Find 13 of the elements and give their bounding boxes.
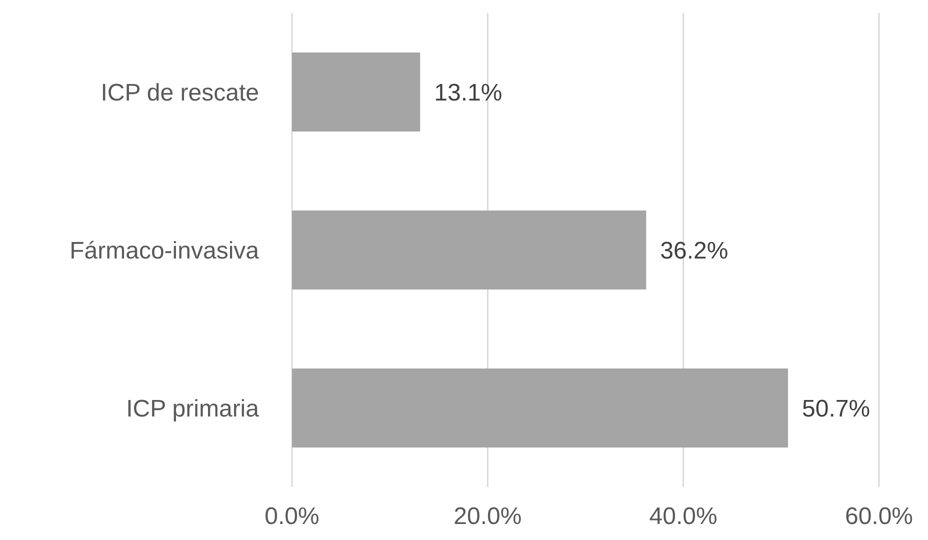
x-tick-label: 20.0% — [454, 503, 522, 530]
data-label: 36.2% — [660, 238, 728, 265]
data-label: 50.7% — [802, 396, 870, 423]
bar — [292, 52, 420, 132]
x-tick-label: 0.0% — [264, 503, 320, 530]
x-tick-label: 60.0% — [844, 503, 914, 530]
y-tick-label: ICP primaria — [126, 396, 260, 423]
y-tick-label: Fármaco-invasiva — [70, 238, 260, 265]
y-tick-label: ICP de rescate — [100, 80, 259, 107]
data-label: 13.1% — [434, 80, 502, 107]
bar — [292, 368, 788, 448]
x-tick-label: 40.0% — [649, 503, 718, 530]
bar — [292, 210, 646, 290]
